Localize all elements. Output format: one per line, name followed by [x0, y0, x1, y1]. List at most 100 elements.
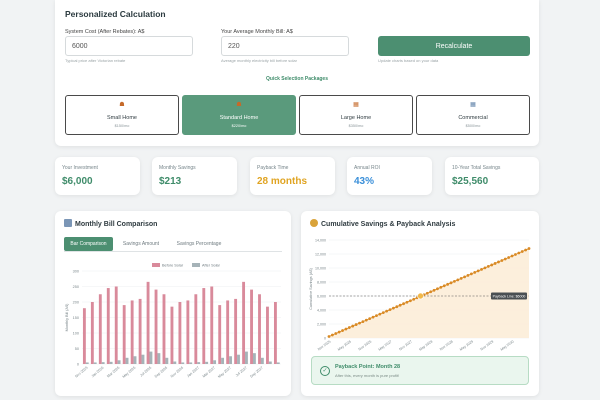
system-cost-input[interactable] [65, 36, 193, 56]
stat-label: Annual ROI [354, 165, 380, 171]
data-point [402, 302, 405, 306]
package-standard-home[interactable]: ☗ Standard Home $220/mo [182, 95, 296, 135]
data-point [378, 312, 382, 316]
legend-label: After Solar [202, 264, 221, 268]
package-small-home[interactable]: ☗ Small Home $150/mo [65, 95, 179, 135]
data-point [503, 257, 507, 261]
bar [125, 357, 129, 364]
x-tick-label: May 2030 [500, 340, 515, 352]
bar [157, 353, 161, 364]
data-point [436, 287, 439, 291]
bar [237, 354, 240, 364]
money-bag-icon [310, 219, 318, 227]
data-point [442, 284, 446, 288]
y-axis-label: Cumulative Savings (A$) [309, 267, 313, 310]
package-commercial[interactable]: ▦ Commercial $500/mo [416, 95, 530, 135]
package-name: Large Home [340, 115, 372, 121]
bar [154, 289, 158, 364]
data-point [493, 262, 497, 265]
data-point [337, 330, 341, 334]
bar [258, 294, 261, 364]
data-point [347, 326, 351, 329]
data-point [371, 315, 375, 319]
data-point [381, 311, 385, 315]
data-point [520, 250, 524, 253]
bar [106, 288, 110, 364]
data-point [392, 306, 395, 310]
bar [109, 361, 113, 364]
tab-savings-percentage[interactable]: Savings Percentage [176, 241, 222, 247]
x-tick-label: Nov 2025 [317, 340, 332, 352]
office-icon: ▦ [470, 102, 476, 108]
data-point [480, 268, 483, 271]
bar [146, 281, 150, 364]
stat-value: 28 months [257, 176, 308, 187]
bar [101, 362, 105, 364]
x-tick-label: May 2029 [459, 340, 474, 352]
data-point [354, 323, 358, 326]
data-point [429, 290, 433, 294]
package-price: $350/mo [348, 124, 364, 128]
x-tick-label: Nov 2028 [439, 340, 454, 352]
tab-bar-comparison[interactable]: Bar Comparison [64, 237, 113, 251]
payback-line-label-bg [491, 292, 527, 300]
data-point [408, 299, 412, 303]
data-point [351, 324, 355, 328]
bar [268, 361, 272, 364]
legend-label: Before Solar [162, 264, 184, 268]
house-icon: ☗ [119, 102, 125, 108]
package-large-home[interactable]: ▦ Large Home $350/mo [299, 95, 413, 135]
payback-point [417, 292, 424, 300]
stat-label: Your Investment [62, 165, 98, 171]
x-tick-label: Nov 2025 [74, 366, 88, 379]
stat-value: $6,000 [62, 176, 93, 187]
data-point [368, 317, 372, 321]
y-tick-label: 2,000 [317, 323, 326, 327]
recalculate-button[interactable]: Recalculate [378, 36, 530, 56]
data-point [364, 318, 368, 322]
data-point [500, 259, 504, 262]
x-tick-label: Sep 2026 [154, 366, 168, 379]
bar [178, 302, 182, 364]
data-point [490, 263, 494, 267]
data-point [439, 285, 443, 289]
x-tick-label: May 2026 [122, 366, 137, 379]
data-point [327, 335, 331, 338]
bar [260, 357, 264, 364]
data-point [385, 309, 389, 313]
bar [273, 302, 277, 364]
stat-label: 10-Year Total Savings [452, 165, 501, 171]
data-point [527, 247, 531, 250]
x-tick-label: Mar 2026 [106, 366, 120, 379]
data-point [486, 265, 490, 268]
y-tick-label: 200 [73, 301, 79, 305]
bar [181, 362, 185, 364]
tab-savings-amount[interactable]: Savings Amount [122, 241, 160, 247]
x-tick-label: Nov 2027 [398, 340, 413, 352]
y-tick-label: 0 [324, 337, 326, 341]
y-tick-label: 10,000 [315, 267, 326, 271]
data-point [466, 273, 470, 277]
monthly-chart-title: Monthly Bill Comparison [75, 221, 158, 228]
y-tick-label: 14,000 [315, 239, 326, 243]
monthly-bill-label: Your Average Monthly Bill: A$ [221, 29, 293, 35]
data-point [341, 329, 344, 332]
stat-investment: Your Investment $6,000 [55, 157, 140, 195]
monthly-bill-chart: 0 50 100 150 200 250 300 Monthly Bill (A$) Befor… [65, 263, 281, 379]
stat-value: $25,560 [452, 176, 489, 187]
cumulative-chart-title-row: Cumulative Savings & Payback Analysis [310, 219, 455, 228]
package-name: Commercial [458, 115, 488, 121]
bar [186, 300, 190, 364]
y-axis-label: Monthly Bill (A$) [65, 303, 69, 331]
monthly-bill-input[interactable] [221, 36, 349, 56]
stat-label: Payback Time [257, 165, 289, 171]
y-tick-label: 300 [73, 270, 79, 274]
y-tick-label: 150 [73, 316, 79, 320]
system-cost-hint: Typical price after Victorian rebate [65, 58, 126, 63]
bar [133, 356, 137, 364]
data-point [449, 281, 453, 285]
stat-ten-year-savings: 10-Year Total Savings $25,560 [445, 157, 539, 195]
data-point [446, 282, 450, 286]
bar [252, 353, 256, 364]
stat-annual-roi: Annual ROI 43% [347, 157, 432, 195]
